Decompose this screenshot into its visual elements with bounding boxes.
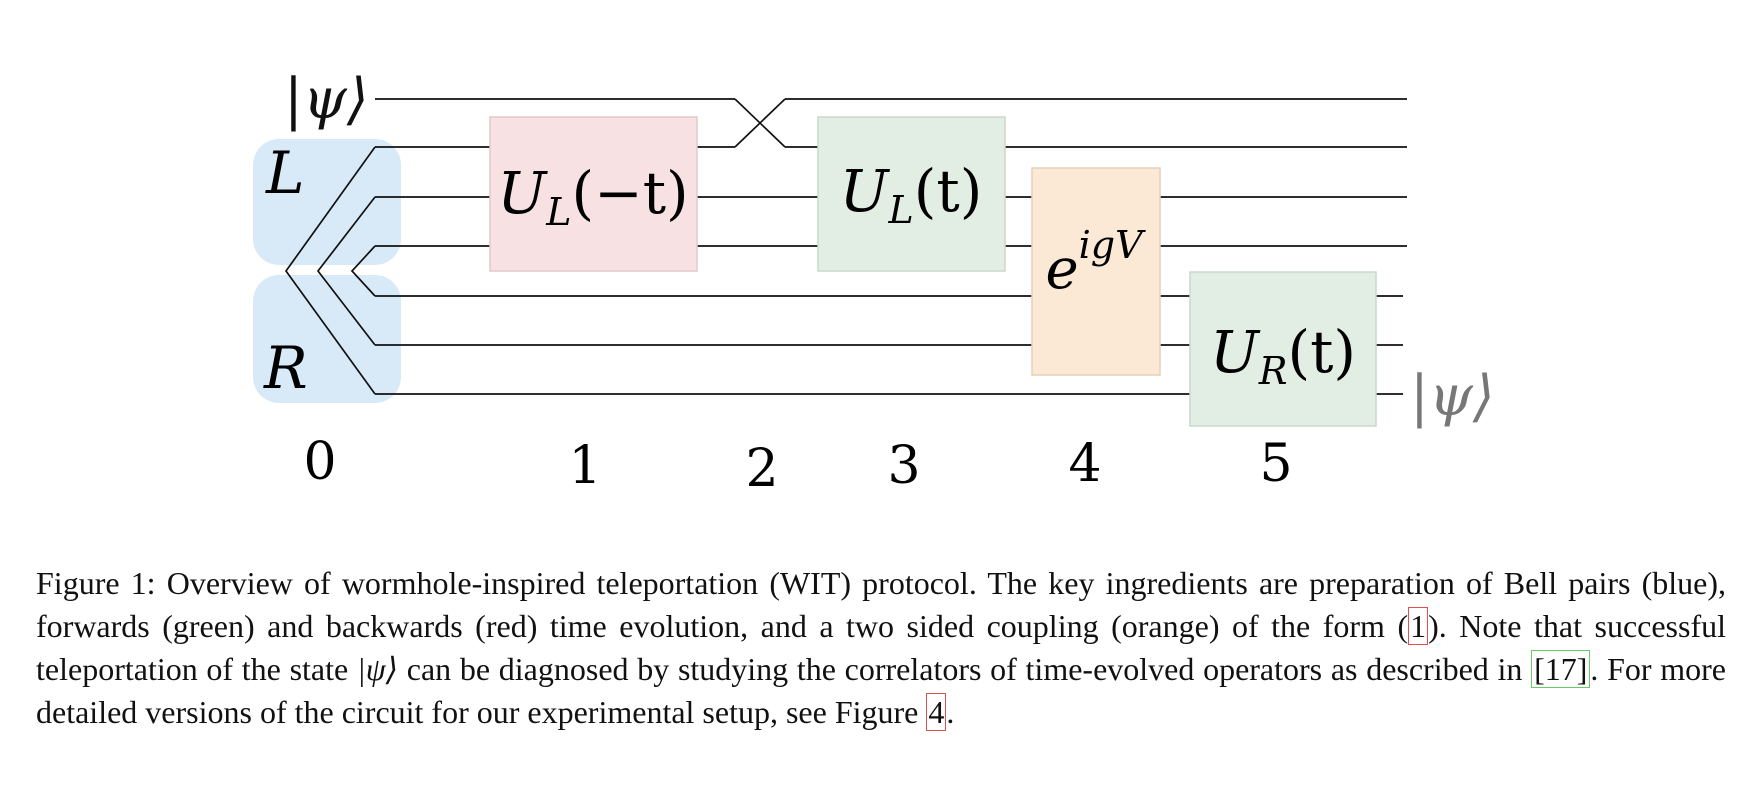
step-label-1: 1 xyxy=(568,436,601,496)
gate-coupling-box xyxy=(1031,167,1161,376)
step-label-3: 3 xyxy=(887,436,920,496)
caption-text-4: . For more detailed versions of the circ… xyxy=(36,651,1727,730)
register-r-label: R xyxy=(263,334,308,402)
gate-ul-minus-t: UL(−t) xyxy=(489,116,698,272)
gate-ul-minus-t-label: UL(−t) xyxy=(497,159,688,234)
figure-label: Figure 1: xyxy=(36,565,156,601)
gate-ul-minus-t-box xyxy=(489,116,698,272)
gate-ur-t-label: UR(t) xyxy=(1210,318,1356,393)
register-r-background xyxy=(253,275,401,403)
gate-coupling: eigV xyxy=(1031,167,1161,376)
gate-ul-t-label: UL(t) xyxy=(840,157,983,232)
output-state-label: |ψ⟩ xyxy=(1410,364,1495,429)
citation-reference-link[interactable]: [17] xyxy=(1531,650,1591,688)
caption-text-1: Overview of wormhole-inspired teleportat… xyxy=(36,565,1727,644)
gate-ul-t: UL(t) xyxy=(817,116,1006,272)
circuit-wires xyxy=(284,98,1407,395)
register-l-label: L xyxy=(265,139,305,207)
figure-caption: Figure 1: Overview of wormhole-inspired … xyxy=(36,562,1726,734)
figure-reference-link[interactable]: 4 xyxy=(926,693,947,731)
gate-ur-t-box xyxy=(1189,271,1377,427)
caption-text-3: can be diagnosed by studying the correla… xyxy=(398,651,1532,687)
input-state-label: |ψ⟩ xyxy=(284,67,369,132)
gate-ur-t: UR(t) xyxy=(1189,271,1377,427)
caption-text-2: ). Note that successful teleportation of… xyxy=(36,608,1727,687)
step-label-5: 5 xyxy=(1259,434,1292,494)
step-label-4: 4 xyxy=(1068,434,1101,494)
equation-reference-link[interactable]: 1 xyxy=(1408,607,1429,645)
caption-state: |ψ⟩ xyxy=(356,651,399,687)
circuit-diagram: UL(−t) UL(t) eigV UR(t) |ψ⟩ |ψ⟩ L R 0 1 … xyxy=(253,67,1495,499)
step-label-0: 0 xyxy=(303,432,336,492)
caption-text-5: . xyxy=(946,694,955,730)
register-l-background xyxy=(253,139,401,265)
gate-coupling-label: eigV xyxy=(1045,223,1146,302)
gate-ul-t-box xyxy=(817,116,1006,272)
step-label-2: 2 xyxy=(745,439,778,499)
